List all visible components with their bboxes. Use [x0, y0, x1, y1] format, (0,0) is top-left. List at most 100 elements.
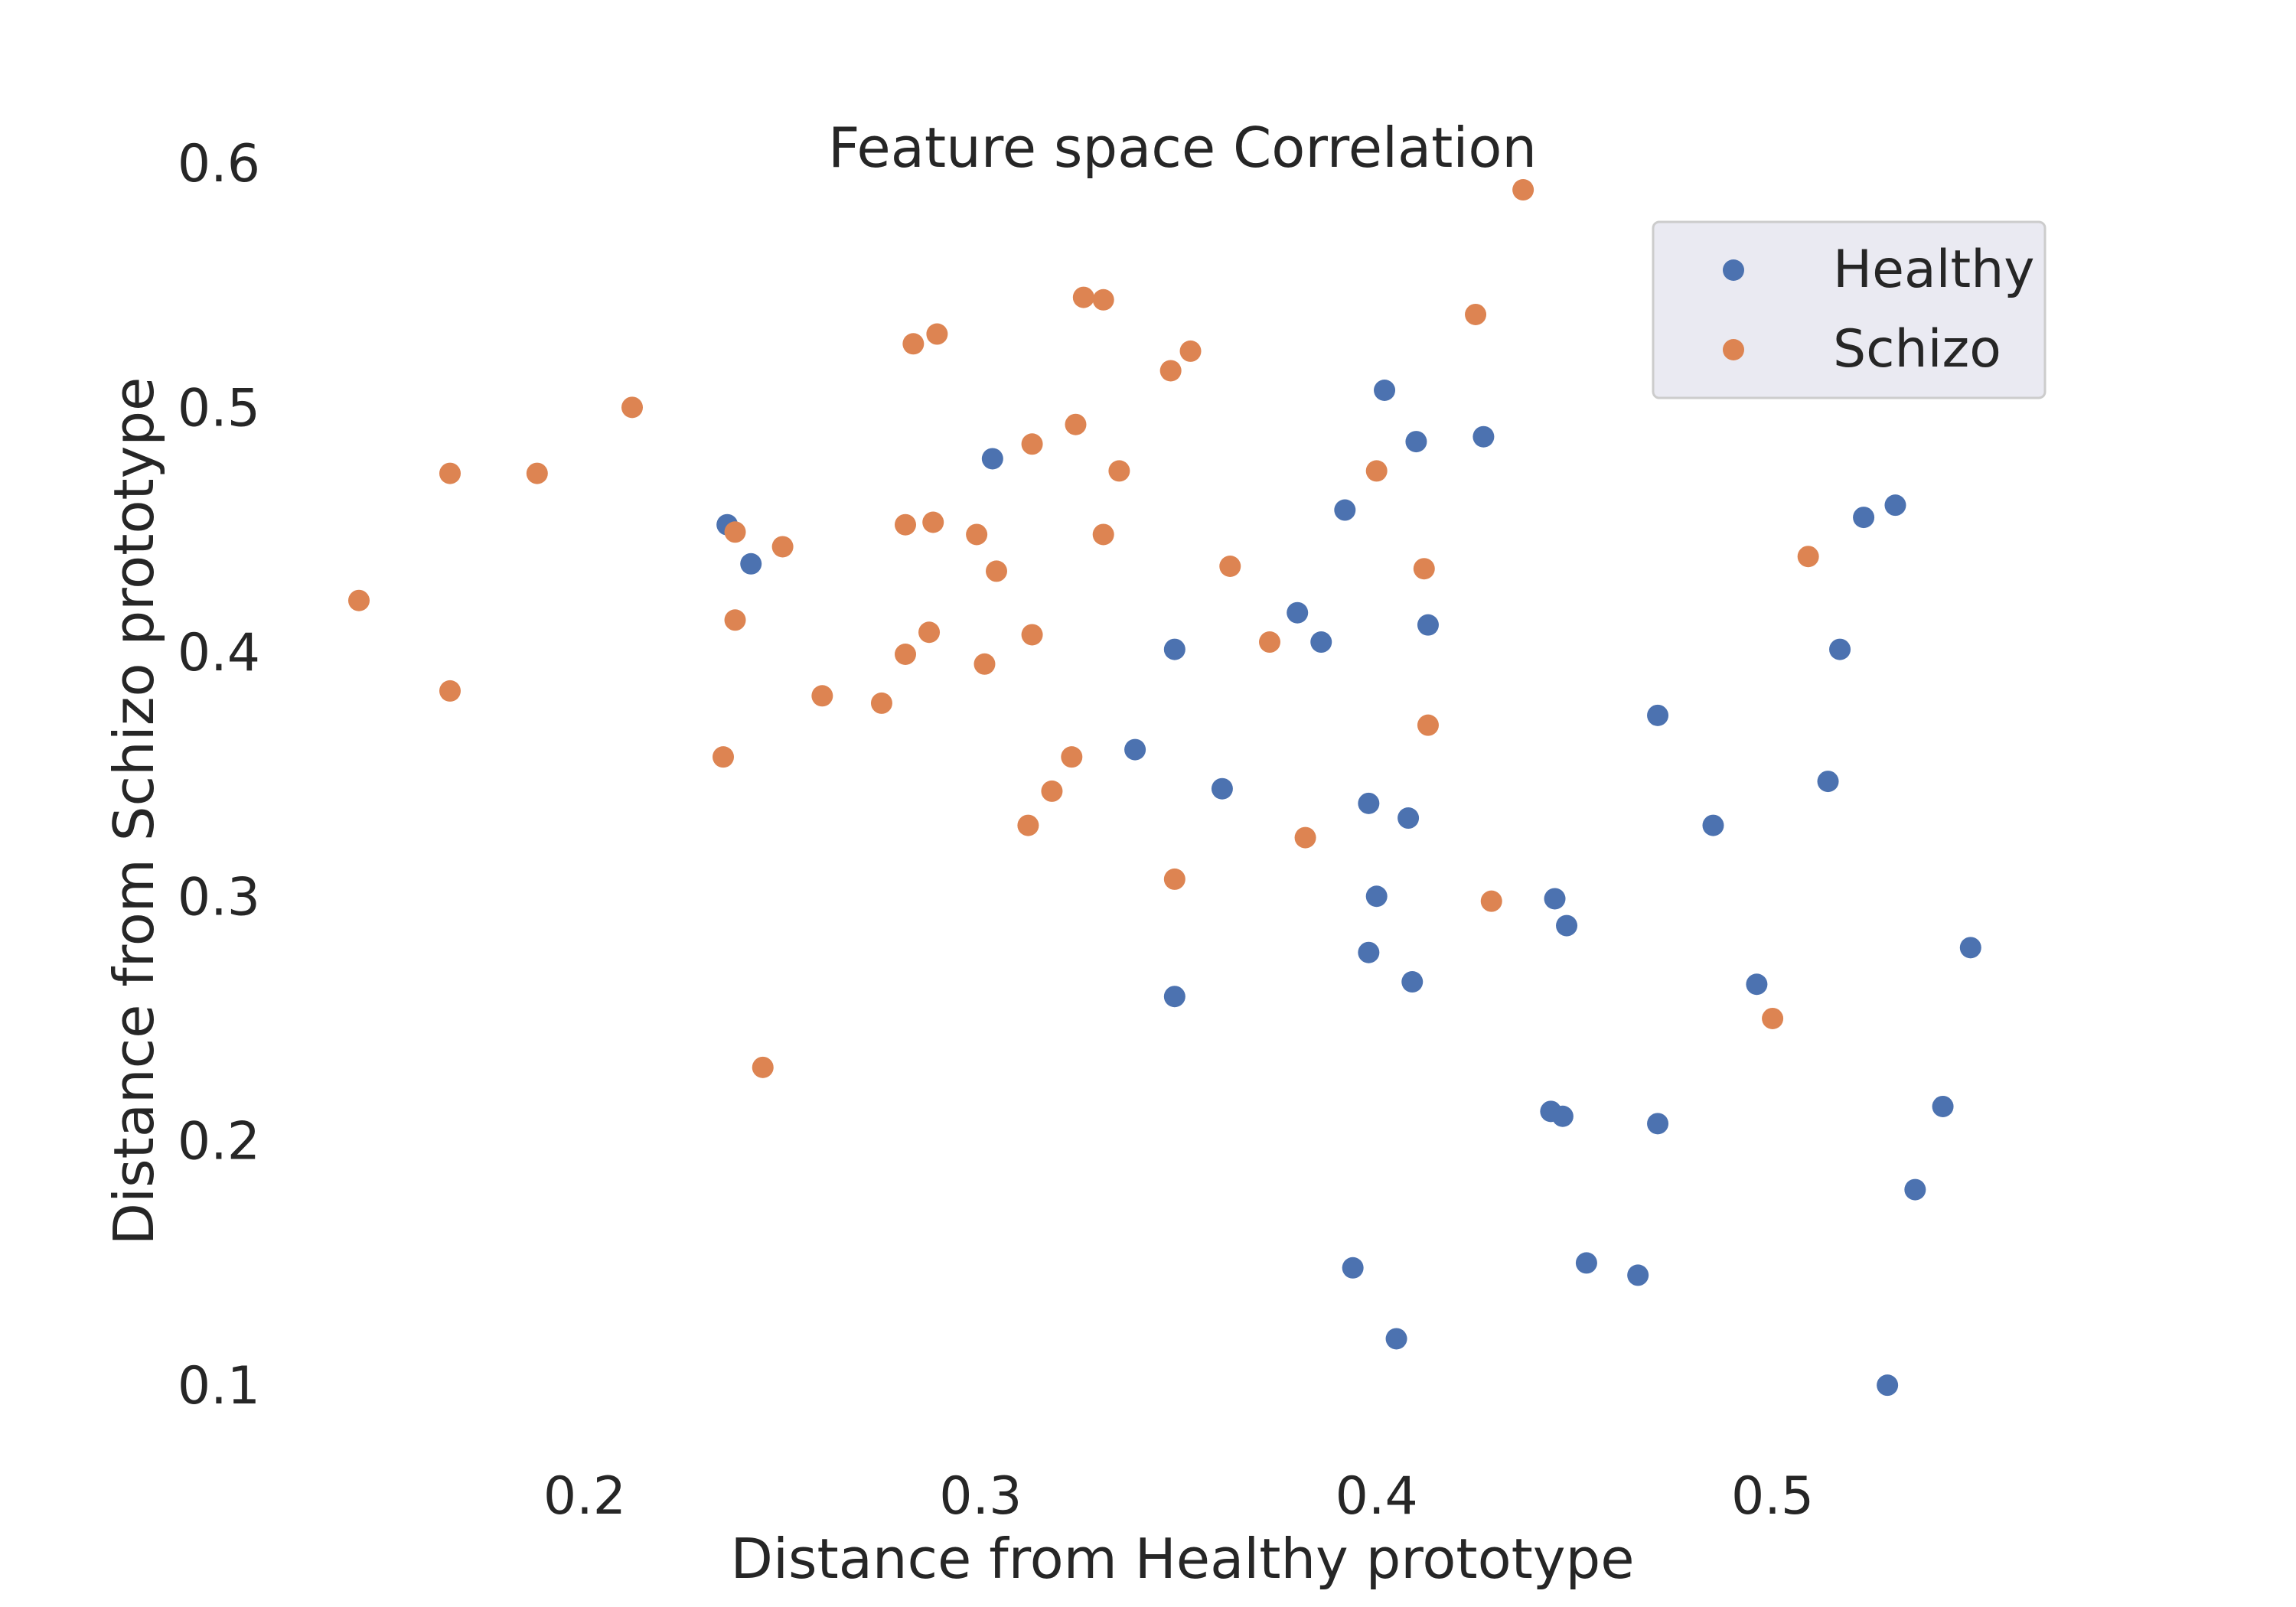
point-healthy [1358, 941, 1380, 963]
x-tick-label: 0.5 [1731, 1466, 1814, 1527]
point-healthy [1556, 914, 1578, 937]
point-schizo [1512, 179, 1534, 201]
point-schizo [752, 1056, 774, 1078]
point-schizo [1108, 460, 1130, 482]
point-schizo [902, 333, 925, 355]
y-tick-label: 0.5 [178, 378, 260, 438]
point-healthy [1575, 1252, 1597, 1274]
point-schizo [1465, 303, 1487, 325]
legend-label-schizo: Schizo [1833, 319, 2001, 380]
point-schizo [895, 644, 916, 665]
point-schizo [918, 621, 941, 644]
point-schizo [1163, 868, 1186, 890]
legend-box [1652, 220, 2047, 399]
point-schizo [439, 462, 461, 484]
point-schizo [1179, 340, 1202, 362]
point-schizo [724, 521, 746, 543]
point-healthy [1627, 1264, 1649, 1286]
point-schizo [1021, 624, 1043, 646]
data-points [348, 179, 1981, 1397]
point-schizo [1072, 286, 1094, 308]
point-healthy [1551, 1105, 1574, 1127]
x-tick-label: 0.4 [1336, 1466, 1418, 1527]
point-healthy [1358, 792, 1380, 814]
point-schizo [724, 609, 746, 631]
point-schizo [1417, 714, 1439, 736]
point-schizo [974, 653, 996, 675]
point-schizo [1480, 890, 1502, 912]
point-healthy [1702, 814, 1724, 836]
point-healthy [1397, 807, 1420, 830]
point-schizo [1017, 814, 1039, 836]
point-healthy [1932, 1095, 1954, 1117]
point-healthy [1647, 1113, 1669, 1135]
point-healthy [1401, 971, 1424, 993]
y-tick-label: 0.4 [178, 623, 260, 683]
point-schizo [348, 589, 370, 611]
point-healthy [1829, 638, 1851, 660]
point-healthy [1124, 738, 1146, 761]
point-healthy [1959, 937, 1981, 959]
x-tick-label: 0.2 [543, 1466, 626, 1527]
point-schizo [1219, 556, 1241, 577]
legend: Healthy Schizo [1652, 220, 2047, 399]
point-schizo [1061, 746, 1083, 768]
point-schizo [926, 323, 948, 345]
point-healthy [1163, 986, 1186, 1008]
point-schizo [1294, 826, 1316, 849]
y-axis-label: Distance from Schizo prototype [102, 377, 166, 1246]
point-healthy [1385, 1328, 1407, 1350]
point-healthy [1544, 888, 1566, 910]
point-schizo [895, 513, 916, 536]
point-schizo [811, 685, 833, 707]
point-healthy [1817, 771, 1839, 793]
x-axis-label: Distance from Healthy prototype [731, 1527, 1635, 1591]
point-schizo [1092, 523, 1114, 546]
point-schizo [771, 536, 794, 558]
point-healthy [1287, 601, 1309, 624]
point-healthy [1746, 973, 1768, 996]
point-healthy [1417, 614, 1439, 636]
point-schizo [621, 396, 643, 419]
point-healthy [1473, 425, 1495, 448]
point-healthy [1334, 499, 1356, 521]
point-healthy [1877, 1374, 1899, 1397]
legend-marker-schizo [1723, 339, 1744, 360]
point-schizo [1365, 460, 1388, 482]
y-tick-label: 0.2 [178, 1112, 260, 1172]
point-schizo [1021, 433, 1043, 455]
point-schizo [986, 560, 1007, 582]
y-tick-labels: 0.1 0.2 0.3 0.4 0.5 0.6 [178, 134, 260, 1416]
point-schizo [1762, 1007, 1784, 1029]
point-schizo [1159, 360, 1182, 382]
y-tick-label: 0.3 [178, 867, 260, 927]
chart-title: Feature space Correlation [828, 116, 1537, 180]
point-schizo [1413, 558, 1435, 580]
point-healthy [1365, 885, 1388, 908]
point-healthy [1405, 431, 1427, 453]
point-healthy [740, 553, 762, 575]
point-schizo [870, 692, 892, 714]
point-healthy [1310, 631, 1332, 654]
legend-label-healthy: Healthy [1833, 240, 2035, 300]
point-healthy [981, 448, 1003, 470]
x-tick-label: 0.3 [939, 1466, 1022, 1527]
point-schizo [1065, 413, 1087, 435]
point-schizo [1797, 546, 1819, 568]
y-tick-label: 0.6 [178, 134, 260, 194]
point-healthy [1884, 494, 1906, 517]
point-schizo [1092, 288, 1114, 311]
x-tick-labels: 0.2 0.3 0.4 0.5 [543, 1466, 1814, 1527]
point-schizo [713, 746, 734, 768]
point-healthy [1904, 1178, 1926, 1201]
point-healthy [1853, 507, 1875, 529]
point-healthy [1163, 638, 1186, 660]
y-tick-label: 0.1 [178, 1356, 260, 1416]
point-schizo [1259, 631, 1280, 654]
legend-marker-healthy [1723, 259, 1744, 281]
point-schizo [966, 523, 988, 546]
point-schizo [526, 462, 548, 484]
point-schizo [1041, 780, 1063, 802]
point-schizo [922, 511, 944, 533]
